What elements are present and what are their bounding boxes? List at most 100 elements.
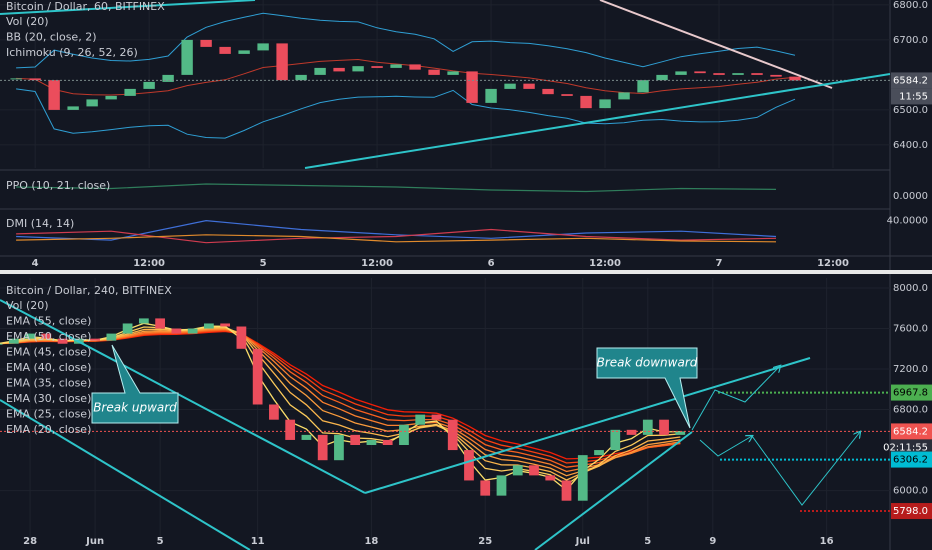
candle [295, 74, 307, 81]
candle [162, 74, 174, 82]
x-tick-label: 12:00 [589, 258, 621, 269]
indicator-line [16, 234, 777, 243]
candle [220, 323, 231, 327]
candle [187, 328, 198, 334]
candle [447, 71, 459, 75]
callout: Break downward [596, 347, 698, 429]
candle [626, 429, 637, 435]
price-badge-label: 6967.8 [893, 388, 928, 399]
candle [577, 455, 588, 501]
indicator-line [16, 228, 777, 244]
x-tick-label: 25 [478, 536, 492, 547]
projection-arrow [691, 366, 780, 431]
candle [122, 323, 133, 334]
candle [41, 333, 52, 339]
trend-line [304, 73, 891, 169]
x-tick-label: Jul [575, 536, 590, 547]
candle [656, 74, 668, 81]
candle [371, 66, 383, 68]
candle [675, 71, 687, 75]
candle [204, 323, 214, 329]
x-tick-label: 5 [157, 536, 164, 547]
indicator-label: EMA (45, close) [6, 346, 91, 359]
bollinger-band [16, 58, 796, 96]
x-tick-label: 7 [716, 258, 723, 269]
candle [219, 46, 231, 54]
candle [512, 465, 523, 476]
y-tick-label: 6700.0 [893, 35, 928, 46]
trend-line [0, 399, 251, 550]
candle [333, 67, 345, 72]
indicator-line [16, 183, 777, 193]
candle [334, 434, 344, 461]
annotation: Break downward [597, 356, 698, 370]
bollinger-band [16, 12, 796, 69]
candle [642, 419, 653, 435]
indicator-label: EMA (25, close) [6, 408, 91, 421]
candle [751, 73, 763, 75]
y-tick-label: 0.0000 [893, 191, 928, 202]
candle [561, 480, 572, 501]
countdown-badge [891, 439, 932, 456]
candle [599, 99, 611, 109]
chart-title: Bitcoin / Dollar, 60, BITFINEX [6, 0, 165, 13]
candle [252, 348, 263, 405]
price-badge-label: 6584.2 [893, 426, 928, 437]
indicator-label: EMA (50, close) [6, 330, 91, 343]
candle [496, 475, 507, 496]
price-badge [891, 423, 932, 440]
price-badge-label: 5798.0 [893, 506, 928, 517]
candle [200, 39, 212, 47]
candle [29, 78, 41, 81]
annotation: Break upward [93, 401, 177, 415]
indicator-label: EMA (55, close) [6, 315, 91, 328]
y-tick-label: 6800.0 [893, 405, 928, 416]
candle [143, 81, 155, 89]
candle [659, 419, 669, 435]
pane-title: DMI (14, 14) [6, 217, 74, 230]
candle [529, 465, 539, 476]
candle [580, 95, 592, 109]
indicator-label: Ichimoku (9, 26, 52, 26) [6, 46, 138, 59]
trend-line [0, 299, 366, 494]
x-tick-label: 12:00 [817, 258, 849, 269]
candle [431, 414, 442, 420]
x-tick-label: 5 [644, 536, 651, 547]
candle [382, 439, 393, 446]
candle [542, 88, 554, 95]
labels-layer: 6400.0 6500.0 6700.0 6800.0 4 12:00 5 12:00 6 12:… [6, 0, 932, 547]
chart-title: Bitcoin / Dollar, 240, BITFINEX [6, 284, 172, 297]
x-tick-label: 12:00 [133, 258, 165, 269]
candle [67, 106, 79, 110]
indicator-line [16, 219, 777, 241]
y-tick-label: 6400.0 [893, 140, 928, 151]
candle [317, 434, 328, 461]
candle [124, 88, 136, 96]
x-tick-label: 12:00 [361, 258, 393, 269]
candle [57, 338, 68, 344]
candle [171, 328, 182, 334]
candle [561, 94, 573, 96]
candle [594, 450, 604, 456]
indicator-label: Vol (20) [6, 299, 49, 312]
candle [138, 318, 149, 324]
x-tick-label: 11 [251, 536, 265, 547]
candle [301, 434, 312, 440]
candle [523, 83, 535, 89]
price-badge-label: 6306.2 [893, 455, 928, 466]
candle [236, 326, 247, 349]
candle [618, 92, 630, 100]
candle [770, 74, 782, 77]
candle [637, 80, 649, 93]
callout-box [91, 344, 179, 424]
candle [269, 404, 279, 420]
candle [106, 333, 117, 341]
candle [155, 318, 165, 329]
y-tick-label: 8000.0 [893, 283, 928, 294]
y-tick-label: 40.0000 [887, 216, 928, 227]
indicator-label: Vol (20) [6, 15, 49, 28]
x-tick-label: 18 [364, 536, 378, 547]
x-tick-label: 28 [23, 536, 37, 547]
x-tick-label: 5 [260, 258, 267, 269]
